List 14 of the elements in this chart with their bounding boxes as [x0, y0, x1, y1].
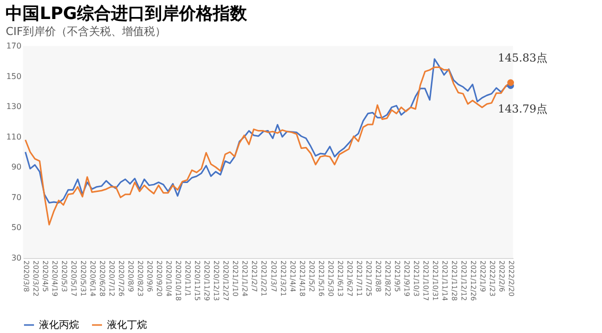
y-tick-label: 30 [11, 254, 22, 262]
y-tick-label: 150 [6, 72, 22, 81]
y-tick-label: 90 [11, 162, 22, 172]
y-tick-label: 50 [11, 223, 22, 232]
y-tick-label: 70 [11, 192, 22, 202]
data-label: 145.83点 [498, 52, 548, 65]
y-tick-label: 170 [6, 42, 22, 50]
legend-label: 液化丙烷 [39, 319, 79, 331]
chart-subtitle: CIF到岸价（不含关税、增值税） [6, 25, 166, 38]
y-tick-label: 110 [6, 132, 22, 142]
chart-title: 中国LPG综合进口到岸价格指数 [6, 4, 248, 24]
data-label: 143.79点 [498, 102, 548, 116]
legend-label: 液化丁烷 [107, 319, 147, 331]
y-tick-label: 130 [6, 102, 22, 112]
